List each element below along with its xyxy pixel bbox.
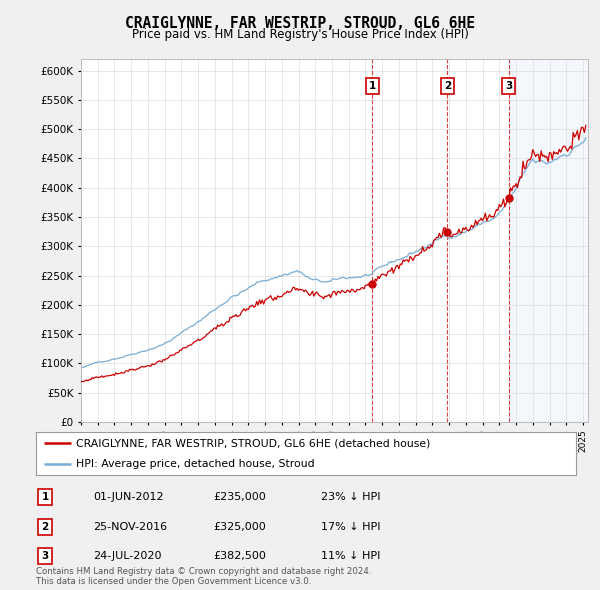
Text: 3: 3: [505, 81, 512, 91]
Text: £325,000: £325,000: [213, 522, 266, 532]
Text: 2: 2: [444, 81, 451, 91]
Text: 25-NOV-2016: 25-NOV-2016: [93, 522, 167, 532]
Text: £235,000: £235,000: [213, 492, 266, 502]
Text: 24-JUL-2020: 24-JUL-2020: [93, 552, 161, 561]
Text: 01-JUN-2012: 01-JUN-2012: [93, 492, 164, 502]
Text: This data is licensed under the Open Government Licence v3.0.: This data is licensed under the Open Gov…: [36, 578, 311, 586]
Text: 2: 2: [41, 522, 49, 532]
Text: CRAIGLYNNE, FAR WESTRIP, STROUD, GL6 6HE (detached house): CRAIGLYNNE, FAR WESTRIP, STROUD, GL6 6HE…: [77, 438, 431, 448]
Text: 17% ↓ HPI: 17% ↓ HPI: [321, 522, 380, 532]
Text: £382,500: £382,500: [213, 552, 266, 561]
Text: Price paid vs. HM Land Registry's House Price Index (HPI): Price paid vs. HM Land Registry's House …: [131, 28, 469, 41]
Text: 1: 1: [41, 492, 49, 502]
Text: 11% ↓ HPI: 11% ↓ HPI: [321, 552, 380, 561]
Bar: [509, 59, 588, 422]
Text: 23% ↓ HPI: 23% ↓ HPI: [321, 492, 380, 502]
Text: HPI: Average price, detached house, Stroud: HPI: Average price, detached house, Stro…: [77, 460, 315, 469]
Text: CRAIGLYNNE, FAR WESTRIP, STROUD, GL6 6HE: CRAIGLYNNE, FAR WESTRIP, STROUD, GL6 6HE: [125, 16, 475, 31]
Text: Contains HM Land Registry data © Crown copyright and database right 2024.: Contains HM Land Registry data © Crown c…: [36, 568, 371, 576]
Text: 3: 3: [41, 552, 49, 561]
Text: 1: 1: [369, 81, 376, 91]
